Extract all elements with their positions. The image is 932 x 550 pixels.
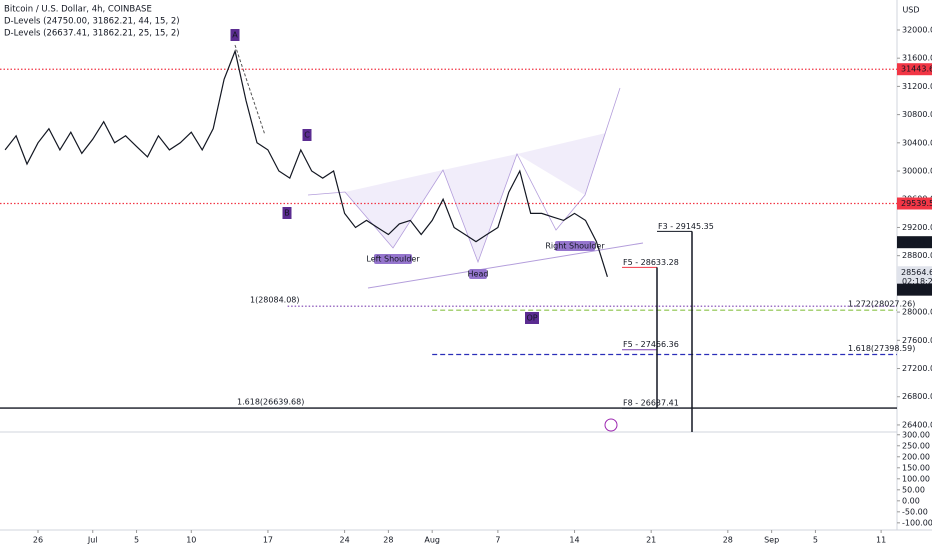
wave-marker-label: C xyxy=(304,131,310,140)
price-badge xyxy=(897,63,932,76)
y-tick-label: 31200.00 xyxy=(902,82,932,91)
wave-marker-label: A xyxy=(232,31,238,40)
pattern-badge xyxy=(374,254,412,264)
price-badge xyxy=(897,197,932,210)
price-badge-label: 28991.10 xyxy=(901,238,932,247)
level-label: 1.618(27398.59) xyxy=(848,344,915,353)
y2-tick-label: -50.00 xyxy=(902,507,928,516)
target-label: F3 - 29145.35 xyxy=(658,222,714,231)
y-tick-label: 27200.00 xyxy=(902,364,932,373)
x-tick-label: 5 xyxy=(813,536,818,545)
x-tick-label: 7 xyxy=(495,536,500,545)
price-badge-label: 28564.66 xyxy=(901,268,932,277)
y-tick-label: 30400.00 xyxy=(902,138,932,147)
price-badge xyxy=(897,236,932,249)
price-badge-label: 28318.15 xyxy=(901,285,932,294)
y-tick-label: 28000.00 xyxy=(902,308,932,317)
wave-line xyxy=(234,44,266,136)
pattern-badge xyxy=(469,269,487,279)
wave-marker xyxy=(525,312,539,324)
price-line xyxy=(4,49,608,277)
indicator-label: D-Levels (24750.00, 31862.21, 44, 15, 2) xyxy=(4,17,180,27)
x-tick-label: Aug xyxy=(424,536,440,545)
pattern-outline xyxy=(307,87,621,264)
y-tick-label: 30800.00 xyxy=(902,110,932,119)
x-tick-label: 14 xyxy=(569,536,579,545)
x-tick-label: Jul xyxy=(87,536,98,545)
x-tick-label: 21 xyxy=(646,536,656,545)
x-tick-label: 26 xyxy=(33,536,43,545)
wave-marker-label: B xyxy=(284,209,290,218)
y-tick-label: 29200.00 xyxy=(902,223,932,232)
y-tick-label: 28800.00 xyxy=(902,251,932,260)
price-badge-label: 31443.67 xyxy=(901,65,932,74)
price-badge xyxy=(897,283,932,296)
symbol-title: Bitcoin / U.S. Dollar, 4h, COINBASE xyxy=(4,5,152,15)
y2-tick-label: 200.00 xyxy=(902,452,930,461)
y-tick-label: 27600.00 xyxy=(902,336,932,345)
x-tick-label: 17 xyxy=(263,536,273,545)
x-tick-label: Sep xyxy=(764,536,779,545)
neckline xyxy=(367,242,644,289)
countdown: 02:18:25 xyxy=(902,277,932,286)
target-label: F5 - 28633.28 xyxy=(623,258,679,267)
wave-marker xyxy=(230,29,240,41)
y-tick-label: 26400.00 xyxy=(902,420,932,429)
y2-tick-label: 0.00 xyxy=(902,496,920,505)
indicator-label: D-Levels (26637.41, 31862.21, 25, 15, 2) xyxy=(4,29,180,39)
y-tick-label: 26800.00 xyxy=(902,392,932,401)
x-tick-label: 28 xyxy=(723,536,733,545)
y2-tick-label: -100.00 xyxy=(902,518,932,527)
price-badge xyxy=(897,266,932,287)
y2-tick-label: 300.00 xyxy=(902,430,930,439)
level-label: 1.272(28027.26) xyxy=(848,300,915,309)
y-tick-label: 32000.00 xyxy=(902,25,932,34)
pattern-badge xyxy=(555,241,595,251)
x-tick-label: 11 xyxy=(876,536,886,545)
pattern-channel xyxy=(345,133,606,262)
pattern-label: Head xyxy=(468,270,489,279)
alert-icon[interactable] xyxy=(604,418,618,432)
target-label: F8 - 26637.41 xyxy=(623,399,679,408)
y2-tick-label: 250.00 xyxy=(902,441,930,450)
target-label: F5 - 27466.36 xyxy=(623,340,679,349)
level-label: 1.618(26639.68) xyxy=(237,398,304,407)
y2-tick-label: 100.00 xyxy=(902,474,930,483)
x-tick-label: 28 xyxy=(383,536,393,545)
y2-tick-label: 150.00 xyxy=(902,463,930,472)
x-tick-label: 5 xyxy=(134,536,139,545)
price-badge-label: 29539.57 xyxy=(901,199,932,208)
x-tick-label: 10 xyxy=(186,536,196,545)
x-tick-label: 24 xyxy=(339,536,349,545)
y-tick-label: 30000.00 xyxy=(902,167,932,176)
wave-marker-label: OP xyxy=(526,314,537,323)
pattern-label: Left Shoulder xyxy=(366,255,420,264)
wave-marker xyxy=(302,129,312,141)
wave-marker xyxy=(282,207,292,219)
level-label: 1(28084.08) xyxy=(250,296,300,305)
y2-tick-label: 50.00 xyxy=(902,485,925,494)
pattern-label: Right Shoulder xyxy=(545,242,605,251)
y-tick-label: 31600.00 xyxy=(902,54,932,63)
currency-label: USD xyxy=(902,6,919,15)
